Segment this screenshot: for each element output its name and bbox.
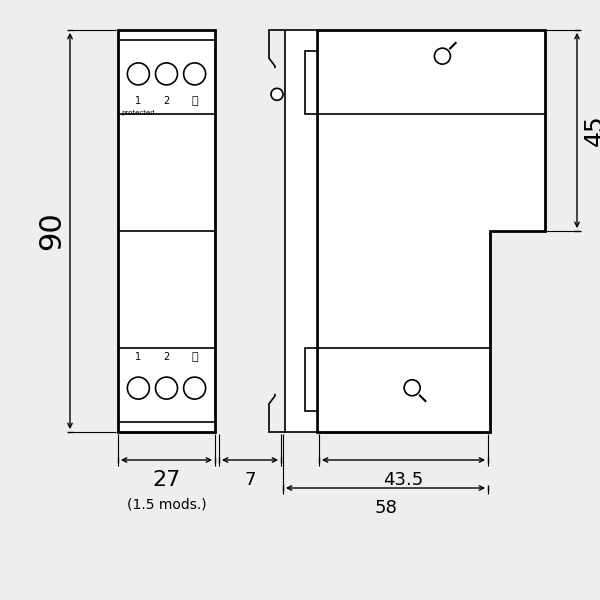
Text: 43.5: 43.5 xyxy=(383,471,424,489)
Bar xyxy=(305,51,317,115)
Text: 58: 58 xyxy=(374,499,397,517)
Text: protected: protected xyxy=(122,110,155,116)
Text: 90: 90 xyxy=(37,212,67,250)
Text: ⏚: ⏚ xyxy=(191,97,198,106)
Circle shape xyxy=(127,377,149,399)
Text: (1.5 mods.): (1.5 mods.) xyxy=(127,498,206,512)
Text: 1: 1 xyxy=(136,97,142,106)
Circle shape xyxy=(404,380,420,396)
Circle shape xyxy=(155,63,178,85)
Bar xyxy=(118,30,215,432)
Circle shape xyxy=(184,377,206,399)
Polygon shape xyxy=(317,30,545,432)
Bar xyxy=(305,347,317,411)
Text: 27: 27 xyxy=(152,470,181,490)
Text: 45: 45 xyxy=(583,115,600,146)
Text: 1: 1 xyxy=(136,352,142,362)
Circle shape xyxy=(155,377,178,399)
Circle shape xyxy=(271,88,283,100)
Circle shape xyxy=(184,63,206,85)
Text: 2: 2 xyxy=(163,97,170,106)
Text: ⏚: ⏚ xyxy=(191,352,198,362)
Circle shape xyxy=(127,63,149,85)
Text: 2: 2 xyxy=(163,352,170,362)
Bar xyxy=(285,30,317,432)
Text: 7: 7 xyxy=(244,471,256,489)
Circle shape xyxy=(434,48,451,64)
